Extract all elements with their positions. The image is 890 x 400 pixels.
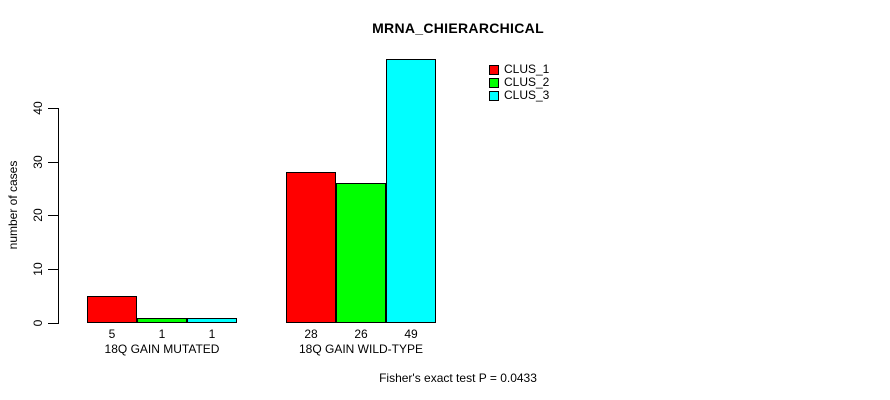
- bar: [336, 183, 386, 323]
- chart-title: MRNA_CHIERARCHICAL: [372, 20, 544, 36]
- bar: [286, 172, 336, 323]
- legend-color-swatch: [489, 77, 499, 88]
- legend-item-label: CLUS_3: [504, 88, 550, 102]
- bar: [386, 59, 436, 323]
- bar: [187, 317, 237, 323]
- y-axis-tick: [48, 323, 58, 324]
- y-axis-tick-label: 10: [31, 262, 45, 276]
- y-axis-tick-label: 20: [31, 208, 45, 223]
- y-axis-tick-label: 30: [31, 154, 45, 169]
- bar-value-label: 28: [304, 327, 318, 341]
- bar-value-label: 1: [208, 327, 216, 341]
- y-axis-label: number of cases: [6, 160, 20, 250]
- y-axis-tick: [48, 215, 58, 217]
- legend-item-label: CLUS_2: [504, 75, 550, 89]
- y-axis-tick-label: 40: [31, 101, 45, 115]
- bar-value-label: 26: [354, 327, 368, 341]
- bar-value-label: 49: [404, 327, 418, 341]
- bar-value-label: 5: [108, 327, 116, 341]
- y-axis-line: [58, 107, 59, 324]
- legend-item-label: CLUS_1: [504, 62, 550, 76]
- legend-item: CLUS_1: [489, 63, 549, 76]
- legend-color-swatch: [489, 90, 499, 101]
- stat-annotation: Fisher's exact test P = 0.0433: [379, 371, 537, 385]
- category-label: 18Q GAIN WILD-TYPE: [298, 342, 424, 356]
- y-axis-tick-label: 0: [31, 319, 45, 327]
- legend-item: CLUS_2: [489, 76, 549, 89]
- bar: [87, 296, 137, 323]
- y-axis-tick: [48, 161, 58, 163]
- legend-item: CLUS_3: [489, 89, 549, 102]
- legend: CLUS_1 CLUS_2 CLUS_3: [489, 63, 549, 102]
- bar: [137, 317, 187, 323]
- y-axis-tick: [48, 269, 58, 271]
- category-label: 18Q GAIN MUTATED: [104, 342, 220, 356]
- y-axis-tick: [48, 107, 58, 109]
- legend-color-swatch: [489, 64, 499, 75]
- bar-value-label: 1: [158, 327, 166, 341]
